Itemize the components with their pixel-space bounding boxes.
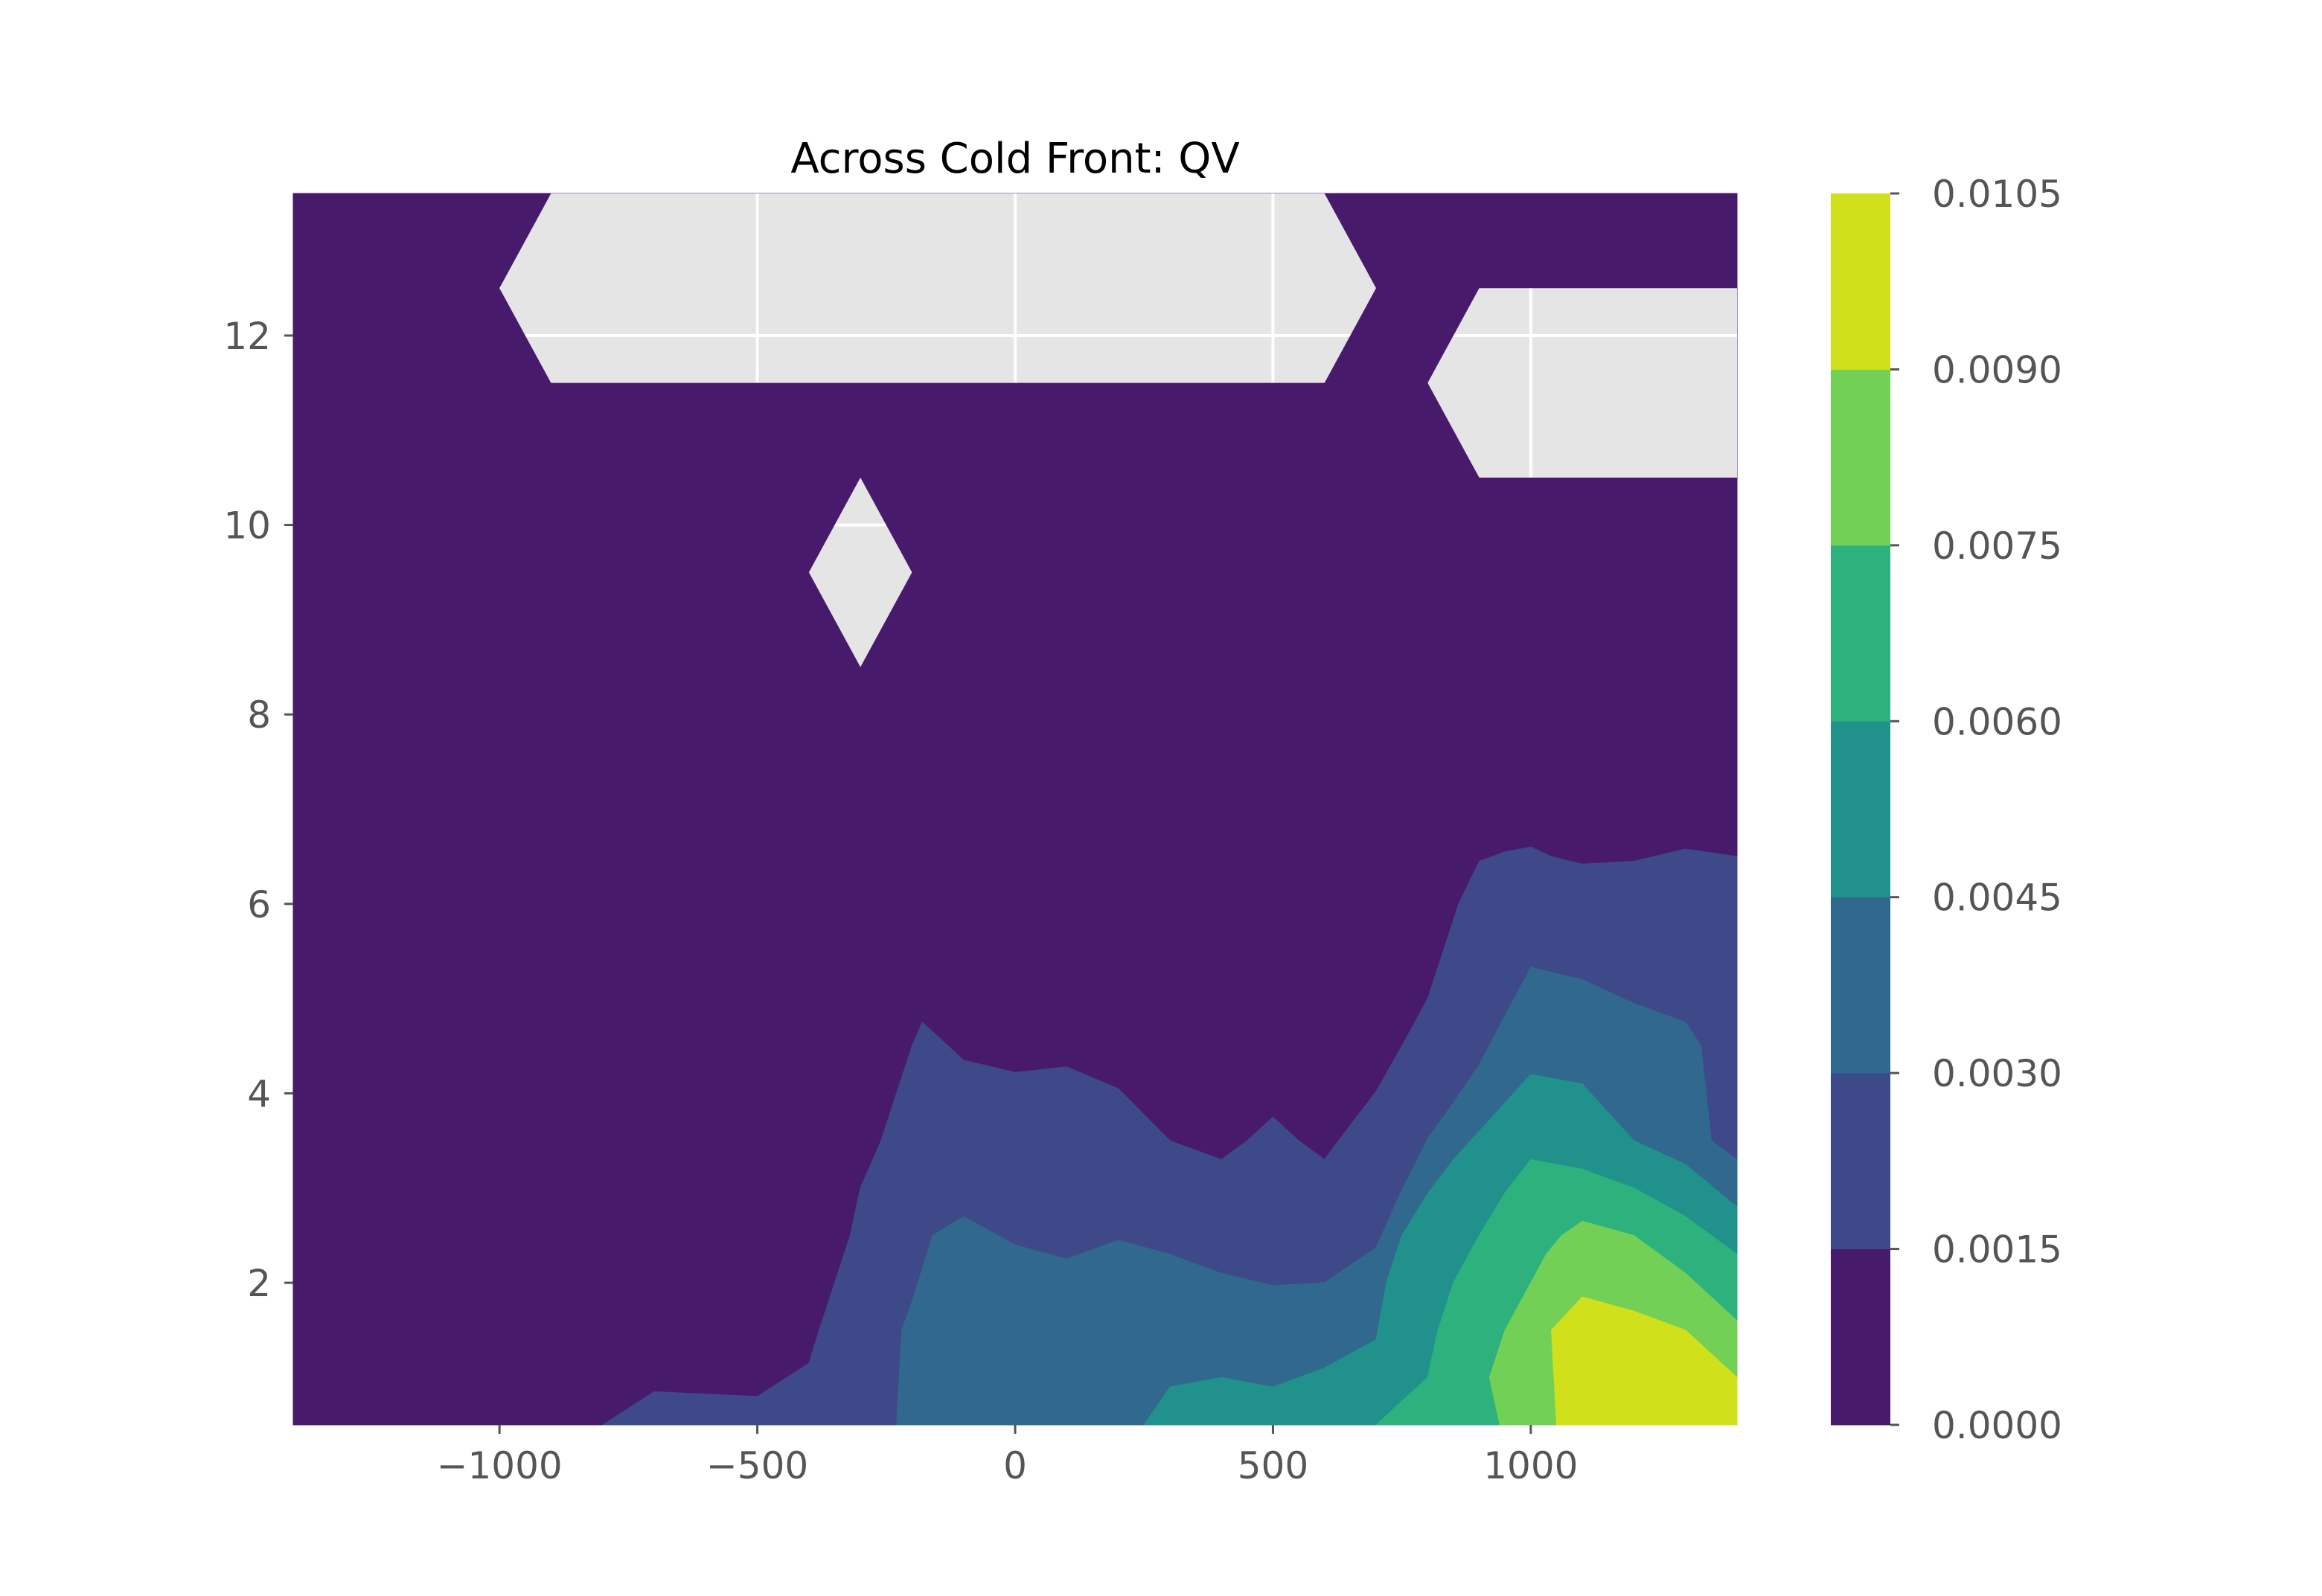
colorbar-swatch-3	[1831, 721, 1890, 898]
colorbar-swatch-4	[1831, 545, 1890, 722]
colorbar-swatch-1	[1831, 1073, 1890, 1249]
colorbar-tick-label-7: 0.0105	[1932, 173, 2062, 216]
contour-bands	[292, 193, 1738, 1426]
x-tick-label-2: 0	[1003, 1444, 1027, 1487]
y-tick-label-0: 2	[247, 1262, 271, 1305]
colorbar-tick-label-3: 0.0045	[1932, 876, 2062, 920]
y-tick-label-3: 8	[247, 693, 271, 737]
colorbar-tick-label-5: 0.0075	[1932, 525, 2062, 568]
chart-title: Across Cold Front: QV	[790, 135, 1239, 183]
colorbar-swatch-6	[1831, 193, 1890, 370]
x-axis: −1000 −500 0 500 1000	[437, 1425, 1578, 1487]
colorbar-tick-label-2: 0.0030	[1932, 1052, 2062, 1095]
x-tick-label-1: −500	[706, 1444, 808, 1487]
colorbar: 0.0000 0.0015 0.0030 0.0045 0.0060 0.0075 0.00…	[1831, 173, 2062, 1447]
y-tick-label-5: 12	[223, 315, 271, 358]
colorbar-swatch-5	[1831, 369, 1890, 546]
y-tick-label-4: 10	[223, 504, 271, 548]
colorbar-tick-label-6: 0.0090	[1932, 348, 2062, 391]
x-tick-label-3: 500	[1238, 1444, 1308, 1487]
colorbar-tick-label-4: 0.0060	[1932, 700, 2062, 743]
y-tick-label-2: 6	[247, 883, 271, 926]
y-tick-label-1: 4	[247, 1072, 271, 1115]
y-axis: 2 4 6 8 10 12	[223, 315, 293, 1305]
colorbar-swatch-2	[1831, 897, 1890, 1074]
colorbar-swatch-0	[1831, 1249, 1890, 1426]
x-tick-label-0: −1000	[437, 1444, 563, 1487]
colorbar-tick-label-1: 0.0015	[1932, 1228, 2062, 1272]
colorbar-tick-label-0: 0.0000	[1932, 1404, 2062, 1447]
x-tick-label-4: 1000	[1483, 1444, 1578, 1487]
contour-band-6-region-6	[1551, 1296, 1738, 1426]
